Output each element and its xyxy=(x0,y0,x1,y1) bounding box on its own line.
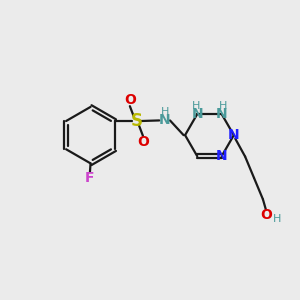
Text: O: O xyxy=(137,135,149,149)
Text: N: N xyxy=(228,128,240,142)
Text: O: O xyxy=(124,93,136,106)
Text: H: H xyxy=(219,101,227,111)
Text: N: N xyxy=(216,107,227,121)
Text: N: N xyxy=(191,107,203,121)
Text: S: S xyxy=(130,112,142,130)
Text: H: H xyxy=(160,107,169,117)
Text: N: N xyxy=(216,149,227,163)
Text: H: H xyxy=(192,101,200,111)
Text: F: F xyxy=(85,171,95,185)
Text: H: H xyxy=(273,214,281,224)
Text: N: N xyxy=(159,113,170,128)
Text: O: O xyxy=(260,208,272,222)
